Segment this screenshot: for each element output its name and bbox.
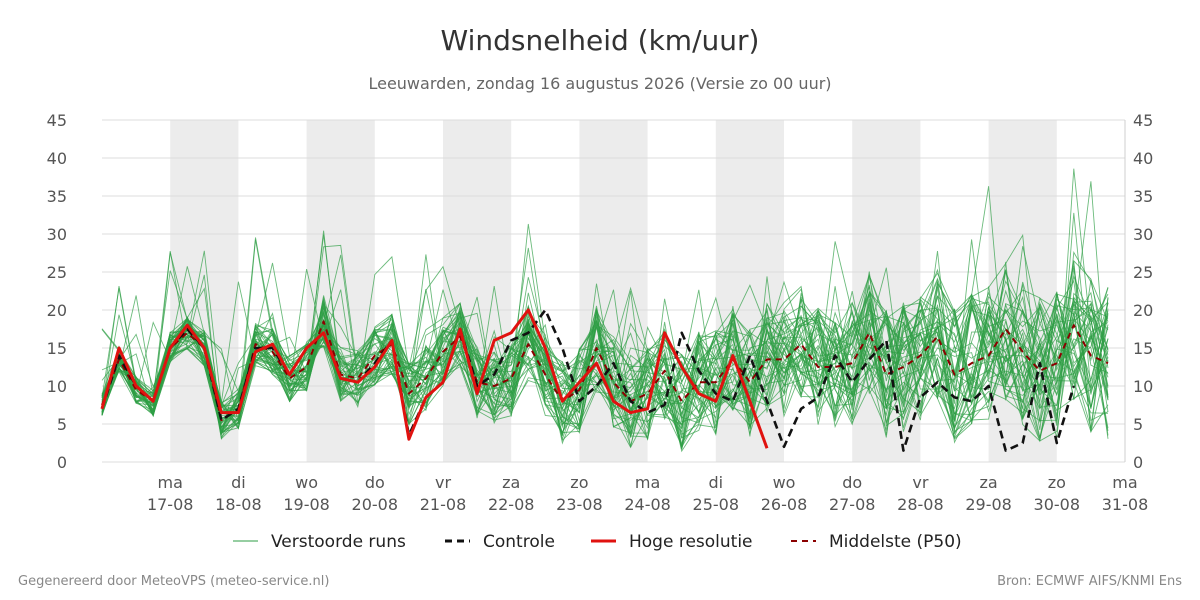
x-tick-day-label: vr xyxy=(912,473,928,492)
y-tick-label-right: 5 xyxy=(1133,415,1143,434)
x-tick-date-label: 21-08 xyxy=(420,495,467,514)
y-tick-label-left: 10 xyxy=(47,377,67,396)
y-tick-label-right: 30 xyxy=(1133,225,1153,244)
chart-title: Windsnelheid (km/uur) xyxy=(441,24,760,57)
x-tick-day-label: zo xyxy=(1048,473,1066,492)
x-tick-date-label: 25-08 xyxy=(693,495,740,514)
main-series-lines xyxy=(100,308,1109,452)
y-tick-label-left: 25 xyxy=(47,263,67,282)
x-tick-day-label: ma xyxy=(635,473,660,492)
y-tick-label-left: 30 xyxy=(47,225,67,244)
y-tick-label-left: 0 xyxy=(57,453,67,472)
x-tick-date-label: 27-08 xyxy=(829,495,876,514)
y-tick-label-right: 40 xyxy=(1133,149,1153,168)
legend-item-ensemble[interactable]: Verstoorde runs xyxy=(233,532,406,552)
x-tick-date-label: 20-08 xyxy=(352,495,399,514)
chart-subtitle: Leeuwarden, zondag 16 augustus 2026 (Ver… xyxy=(368,74,831,93)
series-line-middelste-p50 xyxy=(101,320,1109,422)
y-tick-label-right: 35 xyxy=(1133,187,1153,206)
x-tick-day-label: di xyxy=(231,473,246,492)
x-tick-date-label: 28-08 xyxy=(897,495,944,514)
x-tick-date-label: 29-08 xyxy=(965,495,1012,514)
x-tick-day-label: do xyxy=(842,473,862,492)
x-tick-date-label: 24-08 xyxy=(624,495,671,514)
x-tick-day-label: za xyxy=(979,473,997,492)
x-tick-day-label: di xyxy=(708,473,723,492)
x-tick-day-label: vr xyxy=(435,473,451,492)
y-tick-label-right: 10 xyxy=(1133,377,1153,396)
legend: Verstoorde runs Controle Hoge resolutie … xyxy=(233,532,962,552)
series-line-controle xyxy=(100,308,1076,452)
ensemble-member-line xyxy=(101,292,1109,444)
footer-generated-by: Gegenereerd door MeteoVPS (meteo-service… xyxy=(18,574,329,589)
legend-item-high-res[interactable]: Hoge resolutie xyxy=(591,532,753,552)
x-tick-day-label: ma xyxy=(1112,473,1137,492)
y-tick-label-right: 0 xyxy=(1133,453,1143,472)
series-line-hoge-resolutie xyxy=(100,308,769,449)
x-tick-date-label: 17-08 xyxy=(147,495,194,514)
y-tick-label-right: 45 xyxy=(1133,111,1153,130)
x-tick-date-label: 30-08 xyxy=(1034,495,1081,514)
x-tick-day-label: ma xyxy=(158,473,183,492)
x-tick-day-label: do xyxy=(365,473,385,492)
footer-source: Bron: ECMWF AIFS/KNMI Ens xyxy=(997,574,1182,589)
x-tick-day-label: zo xyxy=(570,473,588,492)
x-tick-day-label: wo xyxy=(295,473,318,492)
x-axis-ticks: ma 17-08 di 18-08 wo 19-08 do 20-08 vr 21-08 za 22-… xyxy=(147,473,1148,514)
y-tick-label-left: 35 xyxy=(47,187,67,206)
x-tick-date-label: 22-08 xyxy=(488,495,535,514)
legend-item-control[interactable]: Controle xyxy=(445,532,555,552)
x-tick-date-label: 31-08 xyxy=(1102,495,1149,514)
x-tick-day-label: za xyxy=(502,473,520,492)
ensemble-member-line xyxy=(101,280,1109,448)
legend-label-high-res: Hoge resolutie xyxy=(629,532,753,552)
x-tick-date-label: 18-08 xyxy=(215,495,262,514)
ensemble-member-line xyxy=(101,250,1109,431)
y-tick-label-right: 15 xyxy=(1133,339,1153,358)
y-tick-label-right: 20 xyxy=(1133,301,1153,320)
x-tick-date-label: 19-08 xyxy=(283,495,330,514)
x-tick-date-label: 26-08 xyxy=(761,495,808,514)
y-tick-label-right: 25 xyxy=(1133,263,1153,282)
y-tick-label-left: 15 xyxy=(47,339,67,358)
legend-label-median: Middelste (P50) xyxy=(829,532,962,552)
y-tick-label-left: 45 xyxy=(47,111,67,130)
y-tick-label-left: 20 xyxy=(47,301,67,320)
y-tick-label-left: 40 xyxy=(47,149,67,168)
x-tick-day-label: wo xyxy=(773,473,796,492)
ensemble-member-line xyxy=(101,289,1109,429)
legend-label-ensemble: Verstoorde runs xyxy=(271,532,406,552)
x-tick-date-label: 23-08 xyxy=(556,495,603,514)
y-tick-label-left: 5 xyxy=(57,415,67,434)
legend-item-median[interactable]: Middelste (P50) xyxy=(791,532,962,552)
y-axis-ticks: 0 0 5 5 10 10 15 15 20 20 25 25 30 30 35 35 40 40 45 45 xyxy=(47,111,1154,472)
ensemble-member-line xyxy=(101,278,1109,450)
legend-label-control: Controle xyxy=(483,532,555,552)
